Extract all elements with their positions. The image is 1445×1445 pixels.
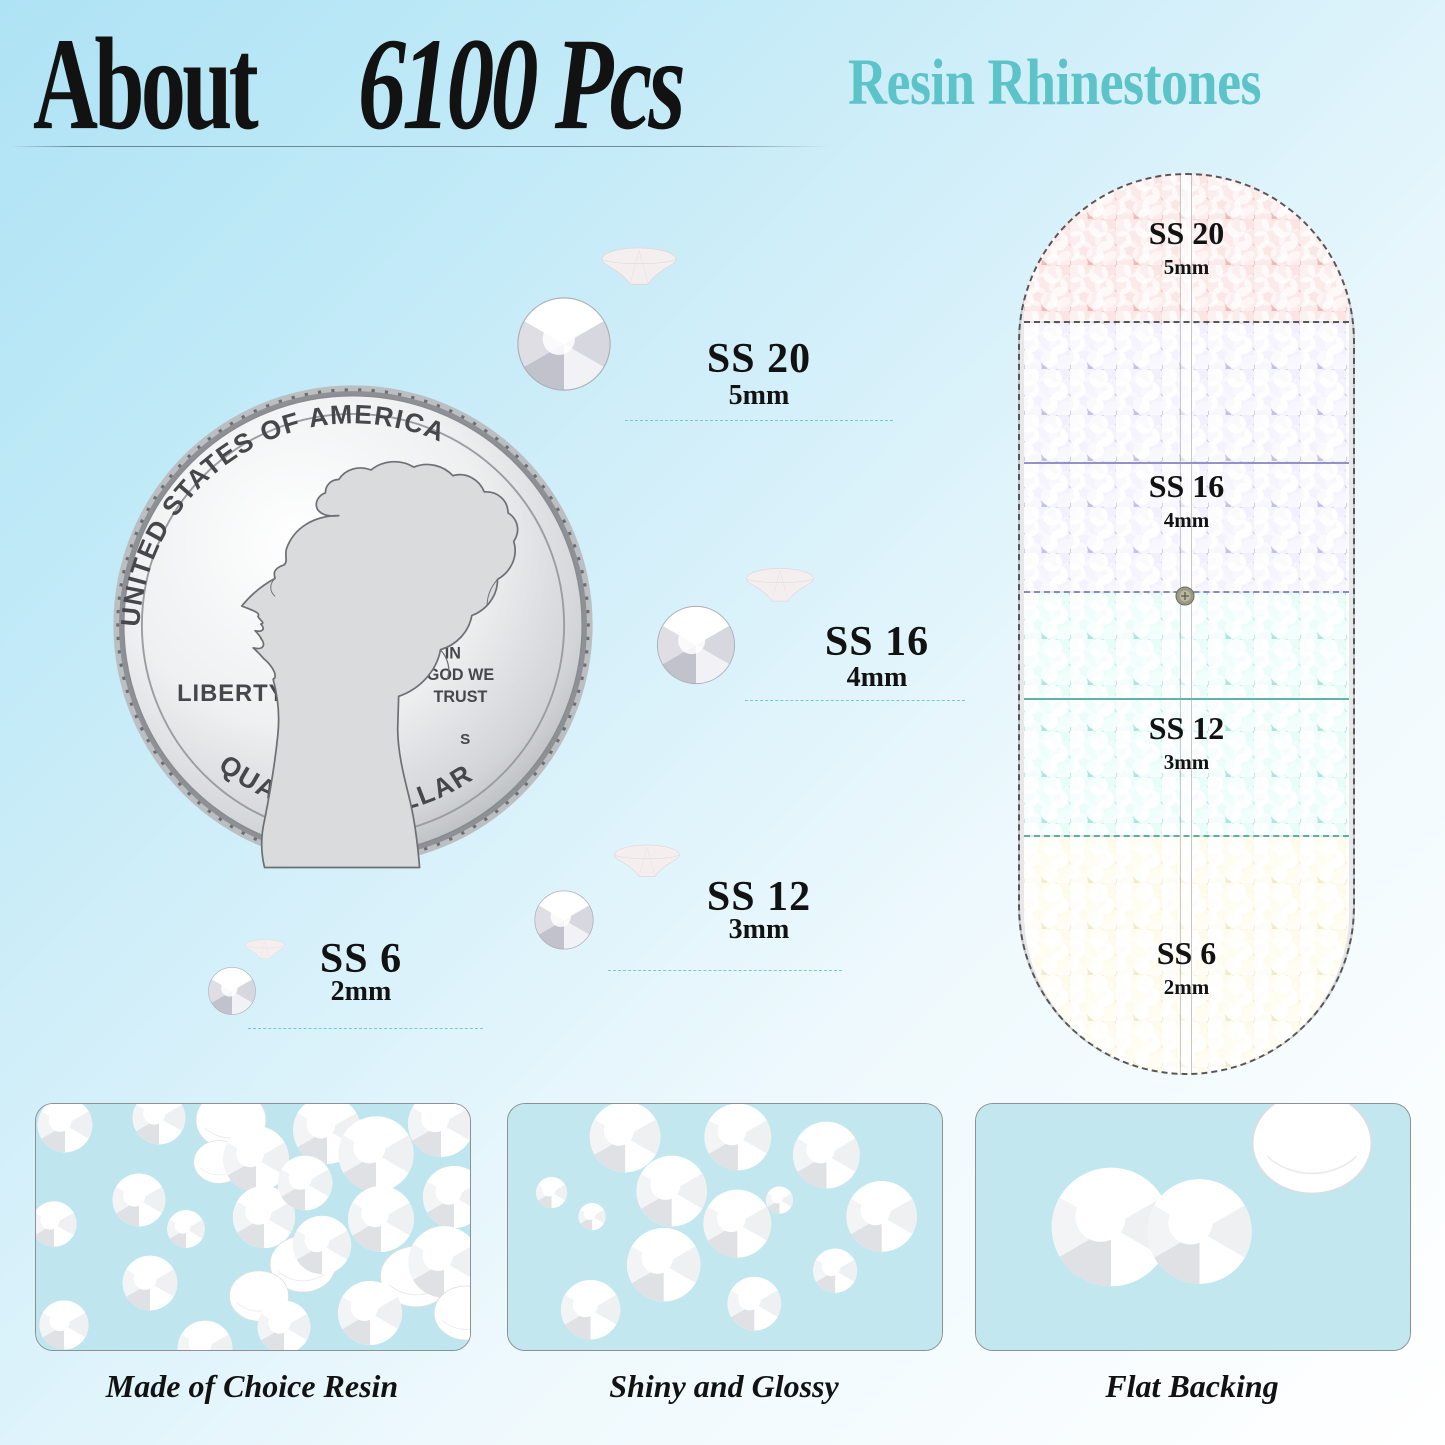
svg-text:S: S (460, 731, 470, 748)
svg-text:GOD WE: GOD WE (427, 666, 495, 684)
svg-text:LIBERTY: LIBERTY (177, 680, 285, 707)
svg-text:TRUST: TRUST (434, 688, 488, 706)
